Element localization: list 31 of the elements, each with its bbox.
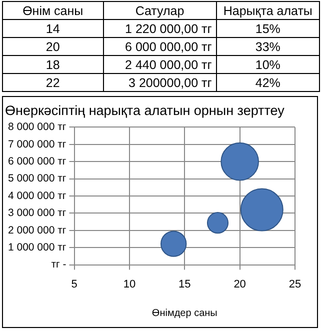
text: 20 [2,38,104,56]
text: 6 000 000,00 тг [103,38,216,56]
text: 10% [216,56,320,74]
text: Нарықта алаты [216,2,320,20]
text: 3 200000,00 тг [103,74,216,92]
text: 2 440 000,00 тг [103,56,216,74]
chart-title: Өнеркәсіптің нарықта алатын орнын зерттеу [5,102,285,118]
x-tick-label: 15 [178,278,191,290]
y-tick-label: 8 000 000 тг [8,121,66,134]
y-tick-label: 7 000 000 тг [8,138,66,150]
text: Өнім саны [2,2,104,20]
x-tick-label: 20 [234,278,246,290]
text: 1 220 000,00 тг [103,20,216,38]
y-tick-label: 3 000 000 тг [8,207,66,220]
y-tick-label: 1 000 000 тг [8,241,66,254]
text: Сатулар [103,2,216,20]
x-tick-label: 5 [71,278,78,290]
x-tick-label: 25 [288,278,302,290]
text: 14 [2,20,104,38]
x-tick-label: 10 [123,278,136,290]
text: 42% [216,74,320,92]
y-tick-label: 6 000 000 тг [8,155,66,168]
text: 33% [216,38,320,56]
x-axis-title: Өнімдер саны [152,308,218,319]
y-tick-label: тг - [51,258,67,271]
y-tick-label: 5 000 000 тг [8,172,66,185]
text: 22 [2,74,104,92]
y-tick-label: 2 000 000 тг [8,224,66,236]
y-tick-label: 4 000 000 тг [8,190,66,202]
text: 18 [2,56,104,74]
text: 15% [216,20,320,38]
